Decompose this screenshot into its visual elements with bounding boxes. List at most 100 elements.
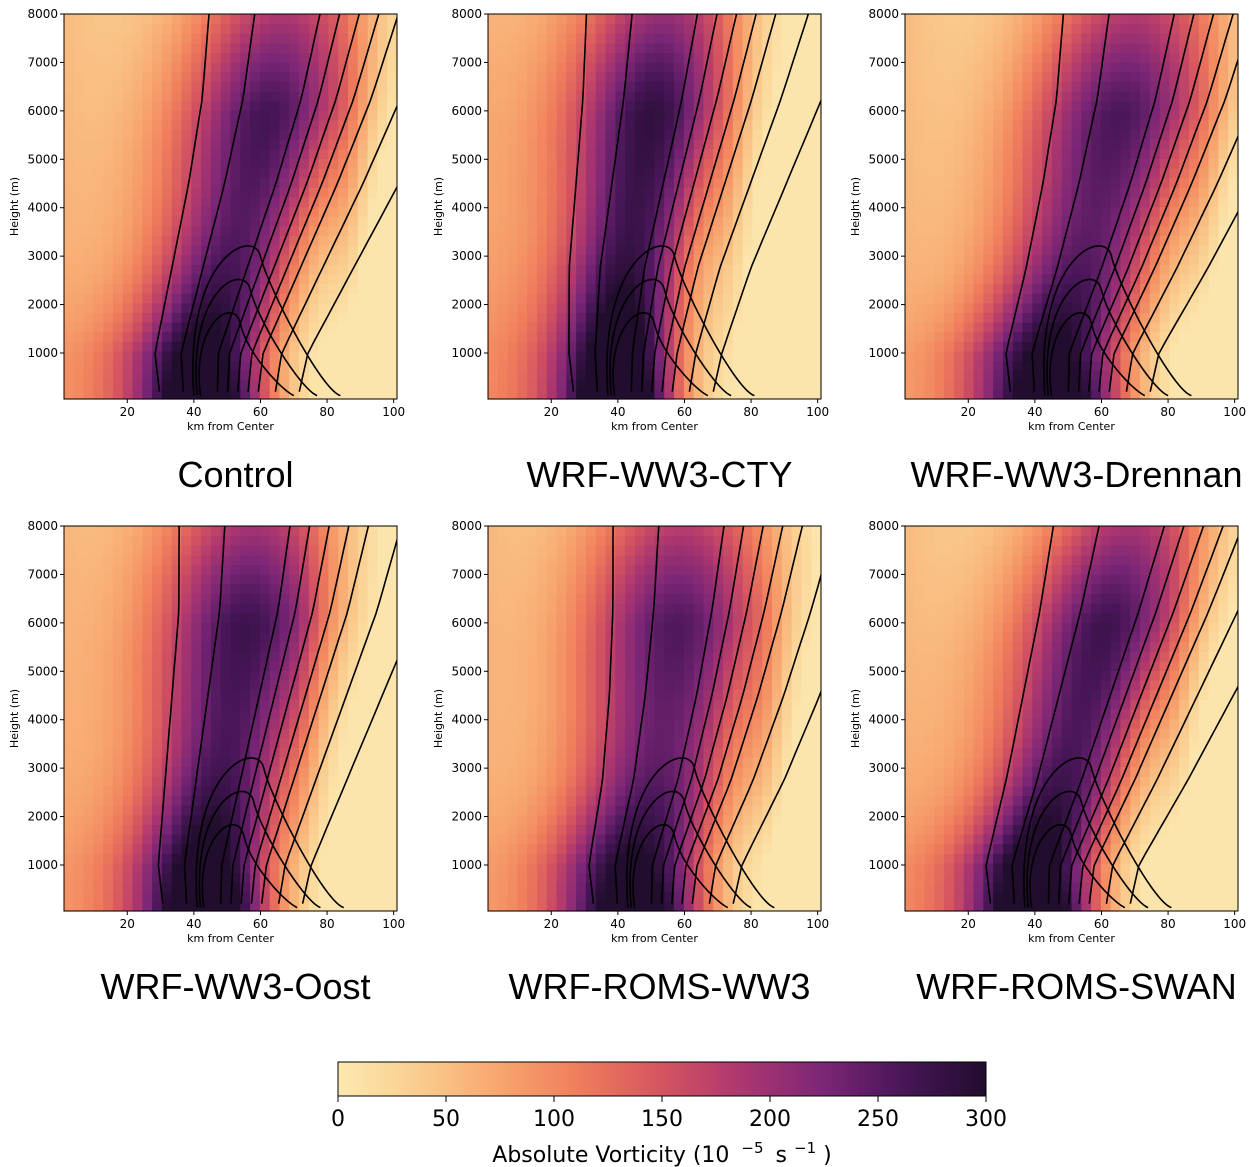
heatmap-cell xyxy=(585,331,597,342)
heatmap-cell xyxy=(201,341,212,352)
heatmap-cell xyxy=(250,148,261,159)
heatmap-cell xyxy=(240,139,251,150)
heatmap-cell xyxy=(664,139,675,150)
heatmap-cell xyxy=(1149,62,1161,73)
heatmap-cell xyxy=(546,283,558,294)
heatmap-cell xyxy=(615,254,626,265)
heatmap-cell xyxy=(801,139,812,150)
heatmap-cell xyxy=(73,824,85,835)
heatmap-cell xyxy=(772,62,783,73)
heatmap-cell xyxy=(1140,139,1151,150)
heatmap-cell xyxy=(703,322,714,333)
heatmap-cell xyxy=(201,254,212,265)
heatmap-cell xyxy=(64,805,75,816)
heatmap-cell xyxy=(1081,177,1092,188)
heatmap-cell xyxy=(683,42,695,54)
heatmap-cell xyxy=(259,312,271,323)
heatmap-cell xyxy=(615,370,626,381)
heatmap-cell xyxy=(781,52,793,63)
heatmap-cell xyxy=(1228,245,1239,256)
heatmap-cell xyxy=(230,612,241,623)
heatmap-cell xyxy=(83,283,94,294)
heatmap-cell xyxy=(230,641,241,652)
heatmap-cell xyxy=(772,370,783,381)
heatmap-cell xyxy=(762,264,773,275)
heatmap-cell xyxy=(654,341,665,352)
heatmap-cell xyxy=(387,322,398,333)
heatmap-cell xyxy=(1159,379,1171,390)
heatmap-cell xyxy=(953,350,965,362)
heatmap-cell xyxy=(585,264,597,275)
heatmap-cell xyxy=(914,254,926,265)
heatmap-cell xyxy=(1091,389,1102,400)
heatmap-cell xyxy=(122,91,134,102)
heatmap-cell xyxy=(1100,273,1112,285)
heatmap-cell xyxy=(546,216,558,227)
heatmap-cell xyxy=(1198,91,1210,102)
heatmap-cell xyxy=(73,254,85,265)
heatmap-cell xyxy=(201,660,212,671)
heatmap-cell xyxy=(693,302,705,313)
contour-line xyxy=(1005,14,1065,392)
heatmap-cell xyxy=(1159,42,1171,54)
heatmap-cell xyxy=(914,264,926,275)
heatmap-cell xyxy=(161,119,173,131)
contour-line xyxy=(671,14,777,392)
heatmap-cell xyxy=(201,747,212,758)
heatmap-cell xyxy=(171,91,183,102)
heatmap-cell xyxy=(1032,91,1043,102)
heatmap-cell xyxy=(488,216,499,227)
heatmap-cell xyxy=(1159,370,1171,381)
heatmap-cell xyxy=(387,33,398,44)
heatmap-cell xyxy=(132,187,143,198)
heatmap-cell xyxy=(595,196,607,208)
heatmap-cell xyxy=(1071,110,1082,121)
heatmap-cell xyxy=(556,245,567,256)
heatmap-cell xyxy=(1159,216,1171,227)
heatmap-cell xyxy=(112,574,124,585)
heatmap-cell xyxy=(64,91,75,102)
heatmap-cell xyxy=(993,235,1004,246)
heatmap-cell xyxy=(377,129,388,140)
heatmap-cell xyxy=(1002,379,1014,390)
heatmap-cell xyxy=(1022,33,1033,44)
y-tick-label: 5000 xyxy=(27,152,58,166)
heatmap-cell xyxy=(944,158,955,169)
heatmap-cell xyxy=(536,312,548,323)
heatmap-cell xyxy=(1051,119,1063,131)
heatmap-cell xyxy=(517,42,528,54)
heatmap-cell xyxy=(210,766,222,777)
heatmap-cell xyxy=(220,737,232,748)
heatmap-cell xyxy=(103,322,114,333)
heatmap-cell xyxy=(732,23,744,34)
heatmap-cell xyxy=(576,187,587,198)
heatmap-cell xyxy=(122,689,134,700)
heatmap-cell xyxy=(556,206,567,217)
heatmap-cell xyxy=(905,331,916,342)
heatmap-cell xyxy=(83,853,94,864)
heatmap-cell xyxy=(905,235,916,246)
heatmap-cell xyxy=(230,689,241,700)
heatmap-cell xyxy=(517,341,528,352)
heatmap-cell xyxy=(1169,71,1180,82)
heatmap-cell xyxy=(171,196,183,208)
heatmap-cell xyxy=(497,187,509,198)
heatmap-cell xyxy=(973,254,984,265)
heatmap-cell xyxy=(517,139,528,150)
heatmap-cell xyxy=(983,129,994,140)
heatmap-cell xyxy=(674,119,685,131)
heatmap-cell xyxy=(1091,350,1102,362)
heatmap-cell xyxy=(220,14,232,25)
heatmap-cell xyxy=(191,81,202,92)
heatmap-cell xyxy=(93,71,104,82)
heatmap-cell xyxy=(811,100,822,111)
heatmap-cell xyxy=(993,254,1004,265)
heatmap-cell xyxy=(732,91,744,102)
heatmap-cell xyxy=(556,148,567,159)
heatmap-cell xyxy=(914,216,926,227)
heatmap-cell xyxy=(517,350,528,362)
heatmap-cell xyxy=(103,689,114,700)
heatmap-cell xyxy=(1198,389,1210,400)
heatmap-cell xyxy=(210,225,222,236)
heatmap-cell xyxy=(250,245,261,256)
